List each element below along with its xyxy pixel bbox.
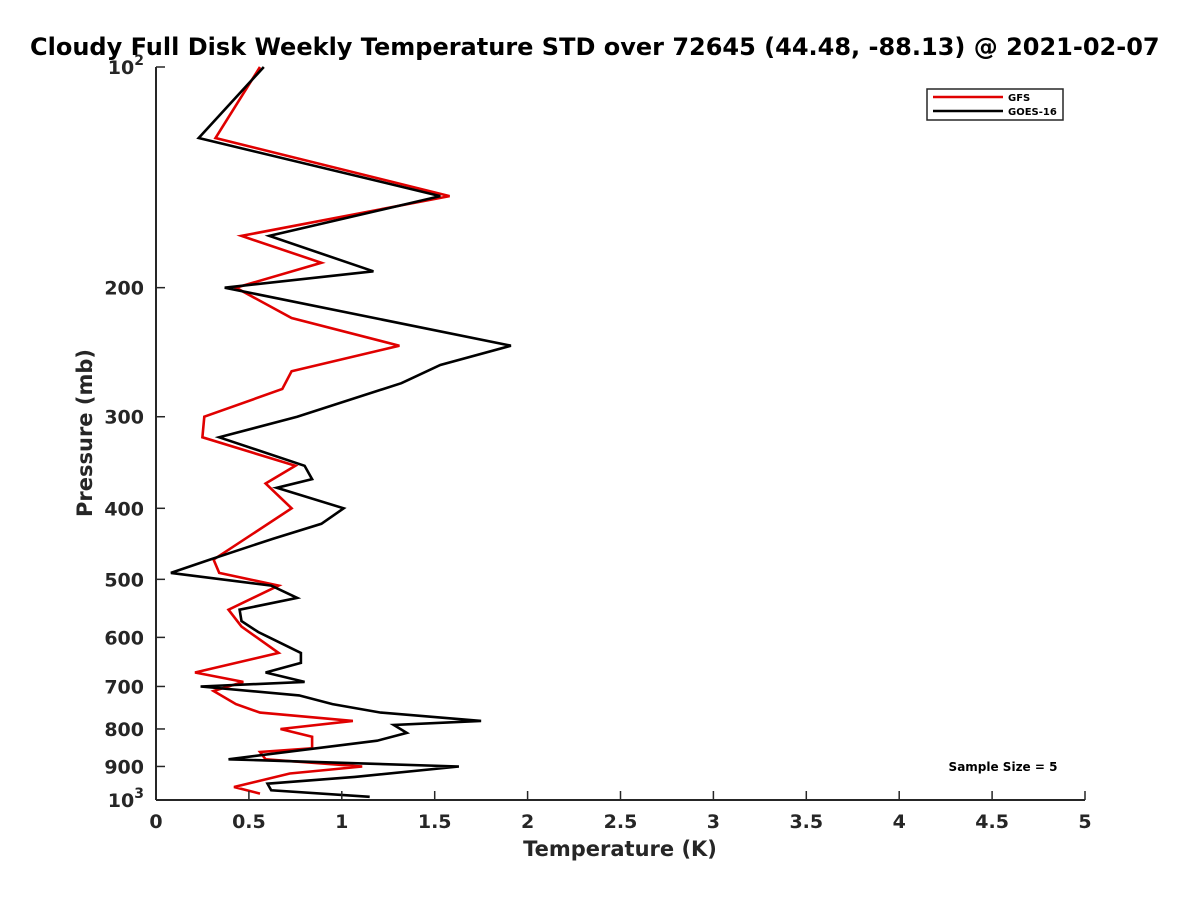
sample-size-annotation: Sample Size = 5: [949, 760, 1058, 774]
x-tick-label: 0.5: [232, 811, 266, 833]
x-tick-label: 3.5: [789, 811, 823, 833]
y-tick-label: 300: [104, 407, 144, 429]
y-tick-label: 200: [104, 278, 144, 300]
y-tick-label: 800: [104, 719, 144, 741]
x-tick-label: 5: [1078, 811, 1091, 833]
y-tick-label: 500: [104, 569, 144, 591]
y-tick-label: 400: [104, 498, 144, 520]
legend-label-goes16: GOES-16: [1008, 107, 1057, 118]
chart-title: Cloudy Full Disk Weekly Temperature STD …: [30, 33, 1160, 61]
plot-area-background: [156, 67, 1085, 800]
y-tick-label: 600: [104, 627, 144, 649]
series-line-goes16: [170, 66, 512, 799]
x-tick-label: 0: [149, 811, 162, 833]
legend-label-gfs: GFS: [1008, 93, 1030, 104]
x-tick-label: 1.5: [418, 811, 452, 833]
y-tick-label: 700: [104, 676, 144, 698]
x-ticks: 0 0.5 1 1.5 2 2.5 3 3.5 4 4.5 5: [149, 791, 1092, 833]
x-tick-label: 2: [521, 811, 534, 833]
x-tick-label: 4.5: [975, 811, 1009, 833]
y-axis-label: Pressure (mb): [73, 349, 97, 517]
x-tick-label: 3: [707, 811, 720, 833]
x-tick-label: 2.5: [604, 811, 638, 833]
series-group: [170, 66, 512, 799]
y-tick-label: 900: [104, 756, 144, 778]
legend-box: [926, 88, 1064, 121]
y-tick-label: 103: [108, 786, 144, 812]
x-tick-label: 1: [335, 811, 348, 833]
x-axis-label: Temperature (K): [523, 837, 717, 861]
x-tick-label: 4: [893, 811, 906, 833]
legend: GFS GOES-16: [926, 88, 1064, 121]
